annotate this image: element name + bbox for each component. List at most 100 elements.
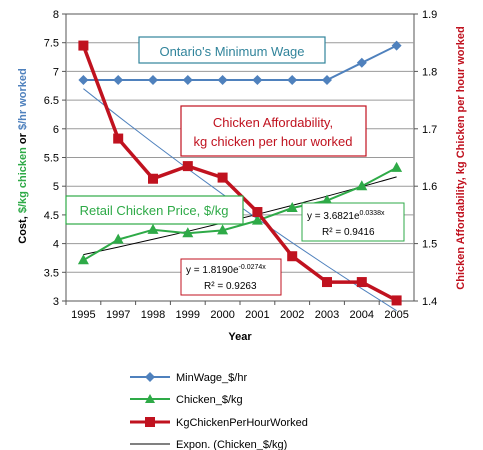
- legend-item-chicken: Chicken_$/kg: [130, 394, 243, 406]
- left-tick-label-10: 8: [53, 9, 59, 21]
- legend-label-expon: Expon. (Chicken_$/kg): [176, 439, 287, 450]
- left-tick-label-3: 4.5: [44, 210, 59, 222]
- series-1-point-1: [112, 233, 124, 244]
- series-line-0: [83, 44, 398, 81]
- affordability-callout-box: [180, 105, 367, 157]
- right-tick-label-5: 1.9: [422, 9, 437, 21]
- right-tick-label-1: 1.5: [422, 239, 437, 251]
- series-line-2: [81, 44, 398, 302]
- series-1-point-4: [217, 224, 229, 235]
- x-tick-label-4: 2000: [210, 309, 234, 321]
- legend-item-minwage: MinWage_$/hr: [130, 372, 247, 384]
- series-1-point-8: [356, 180, 368, 191]
- right-y-title-part-1: Chicken Affordability,: [455, 174, 467, 290]
- series-2-point-4: [217, 172, 228, 183]
- legend-item-expon: Expon. (Chicken_$/kg): [130, 439, 287, 450]
- series-1-point-0: [77, 254, 89, 265]
- chicken-equation-box: [301, 202, 405, 242]
- series-0-point-4: [217, 75, 228, 86]
- series-2-point-5: [252, 207, 263, 218]
- kg-equation-exponent: -0.0274x: [239, 264, 267, 271]
- legend-marker-kg: [145, 417, 155, 427]
- x-tick-label-0: 1995: [71, 309, 95, 321]
- chicken-equation-exponent: 0.0338x: [360, 210, 385, 217]
- left-y-title-part-4: $/hr worked: [17, 68, 29, 130]
- chicken-r2: R² = 0.9416: [322, 227, 375, 238]
- series-2-point-1: [113, 133, 124, 144]
- x-tick-label-6: 2002: [280, 309, 304, 321]
- left-y-title-part-3: or: [17, 130, 29, 147]
- left-tick-label-7: 6.5: [44, 95, 59, 107]
- series-0-point-7: [322, 75, 332, 86]
- min-wage-callout-box: [138, 36, 326, 64]
- series-2-point-3: [182, 161, 193, 172]
- series-1-point-3: [182, 227, 194, 238]
- x-tick-label-8: 2004: [350, 309, 374, 321]
- left-tick-label-9: 7.5: [44, 38, 59, 50]
- left-y-title-part-2: $/kg chicken: [17, 147, 29, 213]
- left-tick-label-6: 6: [53, 124, 59, 136]
- legend-marker-minwage: [145, 372, 155, 382]
- right-tick-label-2: 1.6: [422, 181, 437, 193]
- left-y-ticks: 3 3.5 4 4.5 5 5.5 6 6.5 7 7.5 8: [44, 9, 66, 308]
- kg-equation: y = 1.8190e-0.0274x: [186, 264, 266, 276]
- series-2-point-0: [78, 40, 89, 51]
- legend-label-chicken: Chicken_$/kg: [176, 394, 243, 406]
- retail-price-callout-box: [65, 195, 244, 225]
- series-1-point-5: [251, 214, 263, 225]
- x-ticks: 1995 1997 1998 1999 2000 2001 2002 2003 2004 2005: [65, 301, 409, 321]
- right-y-title-part-2: kg Chicken per hour worked: [455, 26, 467, 174]
- series-line-1: [82, 166, 398, 262]
- right-y-ticks: 1.4 1.5 1.6 1.7 1.8 1.9: [414, 9, 437, 308]
- x-tick-label-9: 2005: [384, 309, 408, 321]
- left-tick-label-2: 4: [53, 239, 59, 251]
- series-lines: [77, 40, 403, 306]
- x-tick-label-1: 1997: [106, 309, 130, 321]
- series-0-point-6: [287, 75, 298, 86]
- right-tick-label-3: 1.7: [422, 124, 437, 136]
- legend-marker-chicken: [145, 394, 155, 403]
- kg-r2: R² = 0.9263: [204, 281, 257, 292]
- series-2-point-9: [391, 295, 402, 306]
- series-1-point-7: [321, 194, 333, 205]
- left-y-axis-title: Cost, $/kg chicken or $/hr worked: [17, 68, 29, 243]
- retail-price-callout: Retail Chicken Price, $/kg: [80, 203, 229, 218]
- series-0-point-1: [113, 75, 124, 86]
- legend-item-kg: KgChickenPerHourWorked: [130, 417, 308, 429]
- series-2-point-7: [322, 277, 332, 288]
- left-y-title-part-1: Cost,: [17, 213, 29, 244]
- series-1-point-2: [147, 223, 159, 234]
- right-tick-label-4: 1.8: [422, 66, 437, 78]
- x-tick-label-7: 2003: [315, 309, 339, 321]
- series-2-point-8: [356, 277, 367, 288]
- left-tick-label-1: 3.5: [44, 267, 59, 279]
- left-tick-label-4: 5: [53, 181, 59, 193]
- min-wage-callout: Ontario's Minimum Wage: [159, 44, 304, 59]
- legend-label-minwage: MinWage_$/hr: [176, 372, 247, 384]
- series-2-point-6: [287, 251, 298, 262]
- kg-equation-base: y = 1.8190e: [186, 265, 239, 276]
- legend-label-kg: KgChickenPerHourWorked: [176, 417, 308, 429]
- series-2-point-2: [148, 173, 158, 184]
- x-tick-label-2: 1998: [141, 309, 165, 321]
- affordability-callout-line-1: Chicken Affordability,: [213, 115, 333, 130]
- left-tick-label-8: 7: [53, 66, 59, 78]
- series-1-point-9: [391, 161, 403, 172]
- series-0-point-9: [391, 40, 402, 51]
- series-0-point-5: [252, 75, 263, 86]
- series-0-point-2: [148, 75, 158, 86]
- left-tick-label-5: 5.5: [44, 153, 59, 165]
- series-1-point-6: [286, 202, 298, 213]
- kg-equation-box: [180, 258, 282, 296]
- chicken-equation: y = 3.6821e0.0338x: [307, 210, 385, 222]
- chicken-equation-base: y = 3.6821e: [307, 211, 360, 222]
- x-axis-title: Year: [228, 331, 252, 343]
- legend: MinWage_$/hr Chicken_$/kg KgChickenPerHo…: [130, 372, 308, 450]
- series-0-point-3: [182, 75, 193, 86]
- x-tick-label-3: 1999: [176, 309, 200, 321]
- series-0-point-0: [78, 75, 89, 86]
- left-tick-label-0: 3: [53, 296, 59, 308]
- series-0-point-8: [356, 57, 367, 68]
- affordability-callout-line-2: kg chicken per hour worked: [194, 134, 353, 149]
